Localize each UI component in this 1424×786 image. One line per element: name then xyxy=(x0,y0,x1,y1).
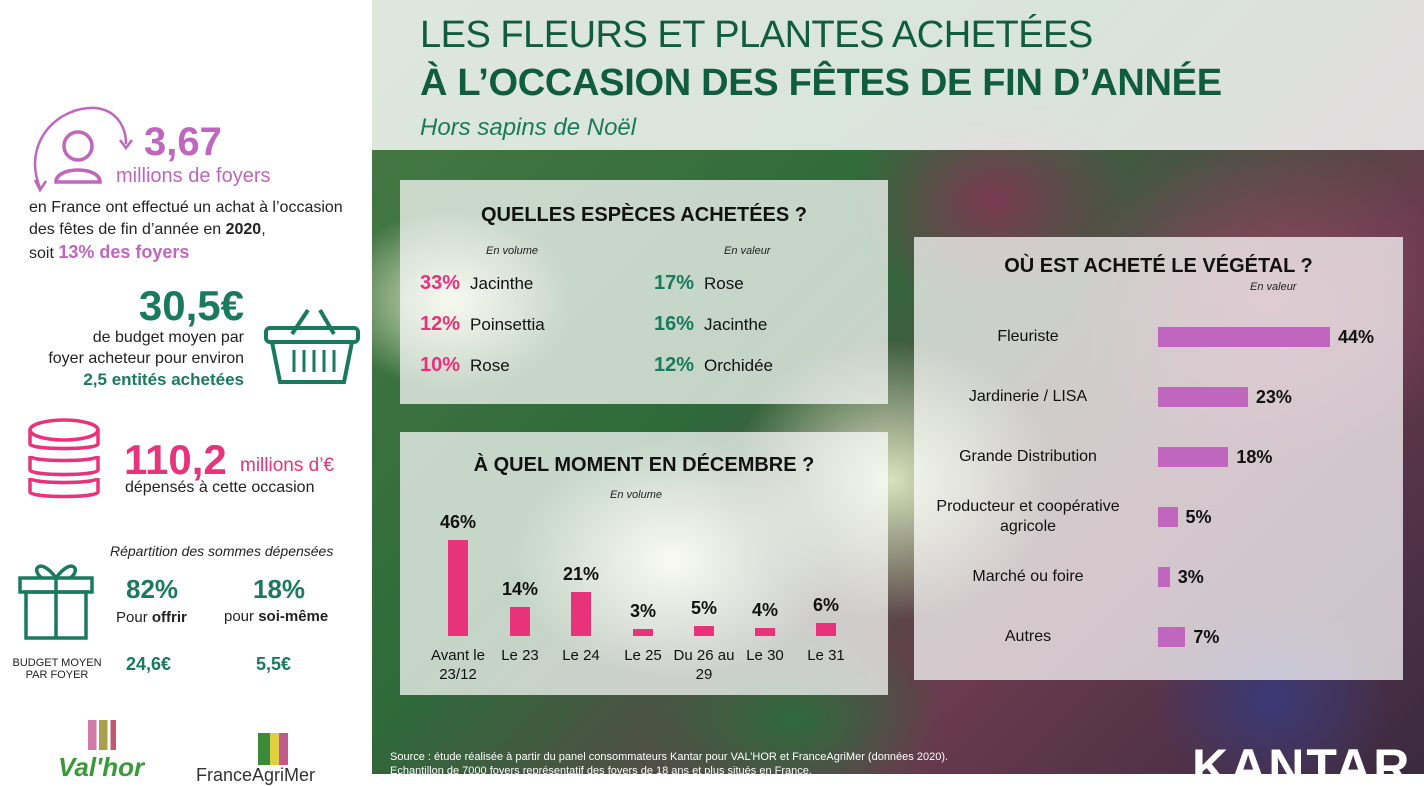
species-row: 17% Rose xyxy=(654,272,744,295)
moment-bar-label: 6% xyxy=(812,595,839,616)
species-title: QUELLES ESPÈCES ACHETÉES ? xyxy=(481,204,807,226)
vegetal-category: Marché ou foire xyxy=(972,568,1084,585)
moment-category: Le 30 xyxy=(746,647,784,664)
kantar-logo: KANTAR xyxy=(1192,739,1412,774)
self-budget: 5,5€ xyxy=(256,654,292,674)
vegetal-category: Autres xyxy=(1004,628,1052,645)
species-volume-label: En volume xyxy=(486,245,538,257)
header-band xyxy=(372,0,1424,150)
vegetal-title: OÙ EST ACHETÉ LE VÉGÉTAL ? xyxy=(1004,255,1313,277)
moment-bar-label: 46% xyxy=(439,512,477,532)
total-unit: millions d’€ xyxy=(240,455,334,476)
species-pct: 10% xyxy=(420,354,461,376)
gift-icon xyxy=(18,564,94,640)
moment-category: Le 24 xyxy=(562,647,600,664)
moment-bar xyxy=(571,592,591,636)
vegetal-category: Grande Distribution xyxy=(959,448,1097,465)
species-row: 10% Rose xyxy=(420,354,510,377)
split-title: Répartition des sommes dépensées xyxy=(110,543,334,559)
species-value-label: En valeur xyxy=(724,245,771,257)
total-text: dépensés à cette occasion xyxy=(125,479,315,496)
moment-subtitle: En volume xyxy=(610,489,662,501)
vegetal-bar-label: 18% xyxy=(1236,447,1273,467)
vegetal-bar-label: 3% xyxy=(1177,567,1204,587)
species-name: Poinsettia xyxy=(470,315,545,334)
moment-category: Avant le 23/12 xyxy=(431,647,485,683)
vegetal-bar-label: 5% xyxy=(1185,507,1212,527)
moment-bar-label: 3% xyxy=(629,601,656,621)
subtitle: Hors sapins de Noël xyxy=(420,114,637,141)
user-cycle-icon xyxy=(33,106,133,193)
moment-bar-label: 4% xyxy=(751,599,778,620)
coins-icon xyxy=(28,418,100,499)
budget-value: 30,5€ xyxy=(138,282,244,329)
moment-bar xyxy=(694,625,714,636)
vegetal-bar-label: 7% xyxy=(1193,627,1220,647)
moment-bar-label: 14% xyxy=(501,578,539,599)
species-row: 16% Jacinthe xyxy=(654,313,767,336)
species-pct: 33% xyxy=(420,272,461,294)
moment-category: Le 25 xyxy=(624,647,662,664)
gift-label: Pour offrir xyxy=(116,609,187,626)
vegetal-bar xyxy=(1158,507,1178,527)
moment-bar xyxy=(816,623,836,636)
moment-bar-label: 5% xyxy=(690,597,717,618)
valhor-logo-mark xyxy=(88,720,116,750)
species-panel: QUELLES ESPÈCES ACHETÉES ? En volume En … xyxy=(400,180,888,404)
species-name: Jacinthe xyxy=(470,274,534,293)
budget-per-household-label: BUDGET MOYEN PAR FOYER xyxy=(12,657,102,681)
moment-bar xyxy=(633,629,653,636)
vegetal-category: Fleuriste xyxy=(997,328,1059,345)
vegetal-bar xyxy=(1158,567,1170,587)
species-row: 12% Orchidée xyxy=(654,354,773,377)
main-infographic: LES FLEURS ET PLANTES ACHETÉES À L’OCCAS… xyxy=(372,0,1424,774)
moment-panel: À QUEL MOMENT EN DÉCEMBRE ? En volume 46… xyxy=(400,432,888,695)
species-pct: 12% xyxy=(654,354,695,376)
self-pct: 18% xyxy=(253,574,306,604)
title-line-1: LES FLEURS ET PLANTES ACHETÉES xyxy=(420,14,1093,56)
vegetal-bar xyxy=(1158,327,1330,347)
moment-title: À QUEL MOMENT EN DÉCEMBRE ? xyxy=(473,454,815,476)
species-row: 12% Poinsettia xyxy=(420,313,545,336)
species-pct: 12% xyxy=(420,313,461,335)
species-pct: 17% xyxy=(654,272,695,294)
gift-budget: 24,6€ xyxy=(126,654,172,674)
vegetal-bar xyxy=(1158,627,1186,647)
vegetal-category: Producteur et coopérative agricole xyxy=(936,498,1120,535)
franceagrimer-logo-mark xyxy=(258,733,288,765)
basket-icon xyxy=(264,308,360,384)
households-value: 3,67 xyxy=(144,120,222,164)
total-value: 110,2 xyxy=(124,436,227,483)
budget-text: de budget moyen par foyer acheteur pour e… xyxy=(48,329,244,389)
vegetal-bar-label: 23% xyxy=(1255,387,1292,407)
moment-bar-label: 21% xyxy=(562,564,600,585)
species-name: Jacinthe xyxy=(704,315,768,334)
moment-category: Le 31 xyxy=(807,647,845,664)
species-name: Rose xyxy=(470,356,510,375)
title-line-2: À L’OCCASION DES FÊTES DE FIN D’ANNÉE xyxy=(420,62,1222,104)
species-name: Rose xyxy=(704,274,744,293)
vegetal-category: Jardinerie / LISA xyxy=(968,388,1088,405)
households-text: en France ont effectué un achat à l’occa… xyxy=(29,199,343,262)
vegetal-bar xyxy=(1158,387,1248,407)
left-sidebar: 3,67 millions de foyers en France ont ef… xyxy=(0,0,372,785)
vegetal-subtitle: En valeur xyxy=(1250,281,1297,293)
vegetal-bar-label: 44% xyxy=(1338,327,1375,347)
vegetal-panel: OÙ EST ACHETÉ LE VÉGÉTAL ? En valeur Fle… xyxy=(914,237,1403,680)
households-unit: millions de foyers xyxy=(116,165,271,187)
species-row: 33% Jacinthe xyxy=(420,272,533,295)
moment-bar xyxy=(755,627,775,636)
valhor-logo: Val'hor xyxy=(58,752,145,782)
gift-pct: 82% xyxy=(126,574,179,604)
source-note: Source : étude réalisée à partir du pane… xyxy=(390,751,949,774)
species-pct: 16% xyxy=(654,313,695,335)
moment-category: Du 26 au 29 xyxy=(673,647,735,683)
franceagrimer-logo: FranceAgriMer xyxy=(196,765,316,785)
moment-bar xyxy=(510,606,530,636)
moment-category: Le 23 xyxy=(501,647,539,664)
species-name: Orchidée xyxy=(704,356,774,375)
vegetal-bar xyxy=(1158,447,1229,467)
moment-bar xyxy=(448,540,468,636)
self-label: pour soi-même xyxy=(224,608,329,625)
